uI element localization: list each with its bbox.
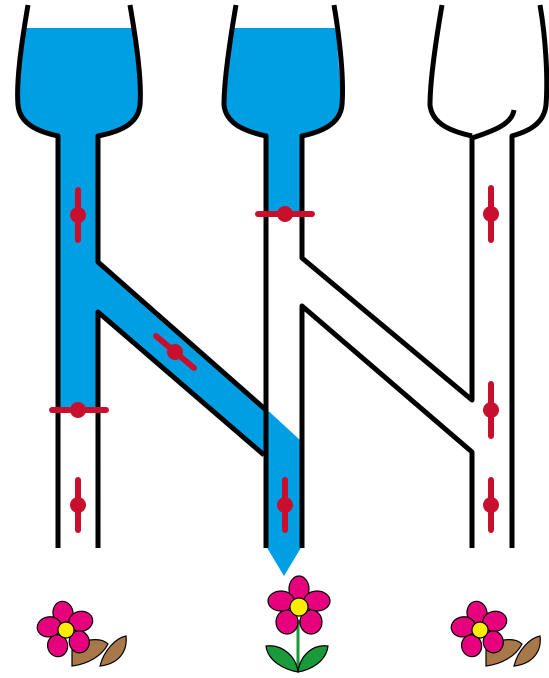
valve-left-bottom[interactable]: [70, 477, 86, 533]
valve-left-lower[interactable]: [49, 402, 109, 418]
pipe-walls: [15, 4, 549, 548]
valve-middle-upper[interactable]: [255, 206, 315, 222]
left-diagonal-lower-wall: [95, 309, 266, 548]
middle-funnel-wall-left: [221, 4, 269, 410]
water-diagonal-left: [98, 262, 300, 455]
healthy-leaf-icon: [265, 645, 329, 673]
water-left-pipe: [58, 138, 98, 410]
water-middle-upper: [266, 138, 302, 214]
water-left-funnel: [18, 28, 140, 140]
water-outflow-drip: [266, 546, 302, 576]
flower-head-right: [450, 600, 508, 658]
flower-middle-healthy: [265, 575, 331, 673]
valve-left-upper[interactable]: [70, 187, 86, 243]
valves: [49, 185, 499, 533]
valve-right-bottom[interactable]: [483, 477, 499, 533]
right-funnel-wall-right: [509, 4, 549, 548]
flower-left-wilted: [36, 600, 127, 667]
valve-right-upper[interactable]: [483, 185, 499, 243]
right-funnel-wall-left: [427, 4, 473, 139]
left-funnel-wall-inner: [95, 4, 269, 548]
valve-middle-bottom[interactable]: [277, 477, 293, 533]
flower-right-wilted: [450, 600, 541, 667]
middle-diagonal-lower-wall: [299, 303, 475, 548]
flower-head-middle: [267, 575, 331, 635]
left-funnel-wall-outer: [15, 4, 61, 548]
middle-funnel-wall-right: [299, 4, 517, 403]
water-layer: [18, 28, 342, 576]
valve-diagonal-left[interactable]: [153, 333, 197, 371]
valve-right-middle[interactable]: [483, 381, 499, 439]
flower-head-left: [36, 600, 94, 658]
water-middle-funnel: [224, 28, 342, 140]
